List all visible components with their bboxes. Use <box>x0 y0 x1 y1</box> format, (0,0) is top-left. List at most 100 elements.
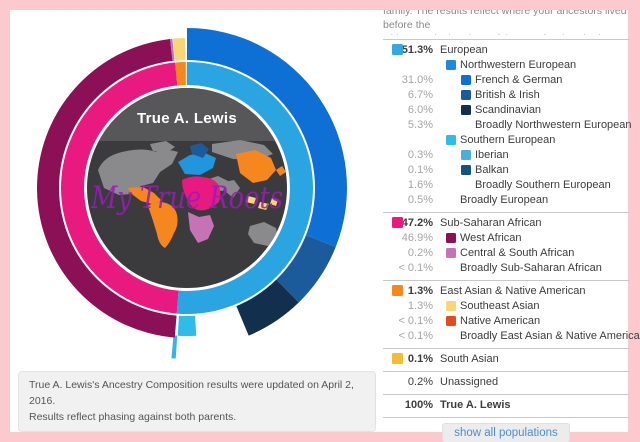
region-southern-africa <box>188 212 214 243</box>
segment-west-african[interactable] <box>37 38 177 338</box>
percentage-value: 1.3% <box>407 285 433 297</box>
percentage-value: 0.3% <box>407 149 433 161</box>
segment-british-irish[interactable] <box>276 235 336 303</box>
legend-row[interactable]: 0.1% Balkan <box>383 163 629 178</box>
population-label: Sub-Saharan African <box>440 217 542 229</box>
color-swatch <box>446 233 456 243</box>
color-swatch <box>446 316 456 326</box>
percentage-value: < 0.1% <box>398 315 433 327</box>
segment-southeast-asian[interactable] <box>172 38 186 61</box>
segment-european[interactable] <box>176 62 313 314</box>
percentage-value: 100% <box>404 399 433 411</box>
population-label: Broadly Southern European <box>475 179 611 191</box>
legend-row[interactable]: 0.5% Broadly European <box>383 193 629 208</box>
population-label: True A. Lewis <box>440 399 511 411</box>
color-swatch <box>461 105 471 115</box>
region-southeast-asia-1 <box>246 196 256 204</box>
legend-row[interactable]: 6.0% Scandinavian <box>383 103 629 118</box>
percentage-value: 31.0% <box>401 74 433 86</box>
population-label: Central & South African <box>460 247 575 259</box>
color-swatch <box>392 353 403 364</box>
legend-row[interactable]: 0.3% Iberian <box>383 148 629 163</box>
percentage-value: 47.2% <box>401 217 433 229</box>
color-swatch <box>446 301 456 311</box>
legend-row[interactable]: 6.7% British & Irish <box>383 88 629 103</box>
divider <box>383 394 629 395</box>
region-japan <box>276 166 286 176</box>
population-label: East Asian & Native American <box>440 285 586 297</box>
population-label: Balkan <box>475 164 509 176</box>
donut-rings <box>37 28 347 359</box>
legend-row[interactable]: < 0.1% Broadly Sub-Saharan African <box>383 261 629 276</box>
color-swatch <box>446 135 456 145</box>
show-all-populations-button[interactable]: show all populations <box>442 423 570 442</box>
region-india <box>224 180 240 198</box>
legend-row[interactable]: < 0.1% Broadly East Asian & Native Americ… <box>383 329 640 344</box>
region-southeast-asia-3 <box>270 198 278 206</box>
segment-southern-european-pointer[interactable] <box>171 335 178 359</box>
segment-east-asian-native-american[interactable] <box>175 62 186 86</box>
legend-row[interactable]: 46.9% West African <box>383 231 629 246</box>
region-scandinavia <box>190 143 209 158</box>
segment-southern-european[interactable] <box>177 315 197 337</box>
continent-north-america <box>98 149 178 195</box>
content-area: My True Roots True A. Lewis True A. Lewi… <box>10 10 640 442</box>
intro-line-2: widespread migrations of the past few hu… <box>383 32 629 35</box>
percentage-value: 46.9% <box>401 232 433 244</box>
percentage-value: 0.1% <box>407 164 433 176</box>
divider <box>383 348 629 349</box>
legend-row[interactable]: 5.3% Broadly Northwestern European <box>383 118 632 133</box>
population-label: Broadly East Asian & Native American <box>460 330 640 342</box>
segment-south-asian[interactable] <box>185 62 187 86</box>
legend-row[interactable]: 1.3% East Asian & Native American <box>383 284 629 299</box>
legend-row[interactable]: Southern European <box>383 133 629 148</box>
legend-row[interactable]: 51.3% European <box>383 43 629 58</box>
population-label: Iberian <box>475 149 509 161</box>
population-label: Broadly European <box>460 194 549 206</box>
percentage-value: 6.7% <box>407 89 433 101</box>
color-swatch <box>446 248 456 258</box>
population-label: Northwestern European <box>460 59 577 71</box>
watermark-text: My True Roots <box>90 180 283 216</box>
legend-row[interactable]: Northwestern European <box>383 58 629 73</box>
color-swatch <box>461 75 471 85</box>
donut-svg: My True Roots True A. Lewis <box>37 28 347 359</box>
segment-french-german[interactable] <box>187 28 347 247</box>
update-caption: True A. Lewis's Ancestry Composition res… <box>18 371 376 433</box>
population-label: French & German <box>475 74 563 86</box>
continent-south-america <box>148 202 178 248</box>
region-central-america <box>128 187 162 204</box>
composition-legend-panel: family. The results reflect where your a… <box>383 10 640 442</box>
divider <box>383 280 629 281</box>
legend-row[interactable]: 1.3% Southeast Asian <box>383 299 629 314</box>
color-swatch <box>461 150 471 160</box>
continent-australia <box>248 222 278 246</box>
population-label: Unassigned <box>440 376 499 388</box>
legend-row[interactable]: < 0.1% Native American <box>383 314 629 329</box>
population-label: Broadly Sub-Saharan African <box>460 262 602 274</box>
population-label: Scandinavian <box>475 104 542 116</box>
ancestry-donut-chart: My True Roots True A. Lewis <box>10 10 382 370</box>
legend-row[interactable]: 31.0% French & German <box>383 73 629 88</box>
legend-row[interactable]: 0.2% Unassigned <box>383 375 629 390</box>
legend-row[interactable]: 0.1% South Asian <box>383 352 629 367</box>
population-label: Southeast Asian <box>460 300 540 312</box>
color-swatch <box>446 60 456 70</box>
population-label: Southern European <box>460 134 556 146</box>
population-label: West African <box>460 232 522 244</box>
color-swatch <box>392 44 403 55</box>
intro-text: family. The results reflect where your a… <box>383 10 629 35</box>
segment-central-south-african[interactable] <box>170 38 175 61</box>
segment-scandinavian[interactable] <box>236 279 299 336</box>
segment-sub-saharan-african[interactable] <box>61 62 179 314</box>
population-label: Native American <box>460 315 541 327</box>
legend-row[interactable]: 1.6% Broadly Southern European <box>383 178 629 193</box>
region-west-africa <box>182 176 221 211</box>
color-swatch <box>461 165 471 175</box>
intro-line-1: family. The results reflect where your a… <box>383 10 627 31</box>
legend-row[interactable]: 0.2% Central & South African <box>383 246 629 261</box>
legend-row[interactable]: 100% True A. Lewis <box>383 398 629 413</box>
percentage-value: 6.0% <box>407 104 433 116</box>
legend-row[interactable]: 47.2% Sub-Saharan African <box>383 216 629 231</box>
